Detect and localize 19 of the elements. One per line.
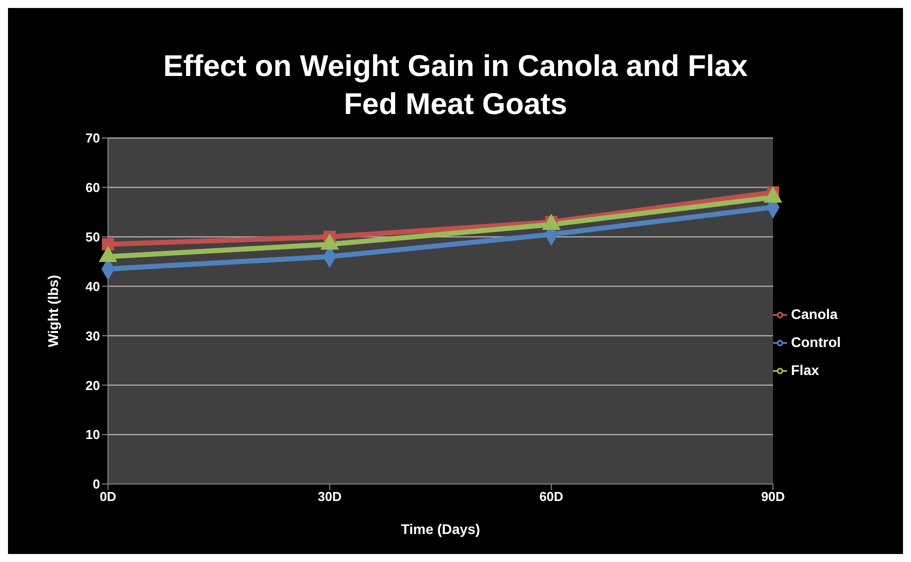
y-tick-label: 40: [86, 278, 100, 294]
legend-label: Flax: [791, 362, 820, 378]
y-axis-title: Wight (lbs): [44, 274, 61, 348]
y-tick-label: 30: [86, 328, 100, 344]
x-tick-label: 30D: [318, 489, 342, 504]
y-tick-label: 0: [92, 476, 100, 492]
x-tick-label: 60D: [539, 489, 564, 504]
y-tick-label: 50: [86, 229, 100, 244]
x-tick-label: 90D: [761, 489, 785, 504]
y-tick-label: 60: [86, 180, 100, 196]
legend-label: Canola: [791, 306, 838, 322]
x-tick-label: 0D: [100, 489, 116, 504]
point: [102, 238, 114, 250]
x-axis-title: Time (Days): [400, 521, 480, 537]
y-tick-label: 10: [86, 427, 100, 442]
chart-title: Effect on Weight Gain in Canola and Flax Fed Meat Goats: [162, 49, 749, 123]
legend-label: Control: [791, 334, 841, 350]
y-tick-label: 20: [86, 378, 100, 393]
y-tick-label: 70: [86, 130, 100, 146]
